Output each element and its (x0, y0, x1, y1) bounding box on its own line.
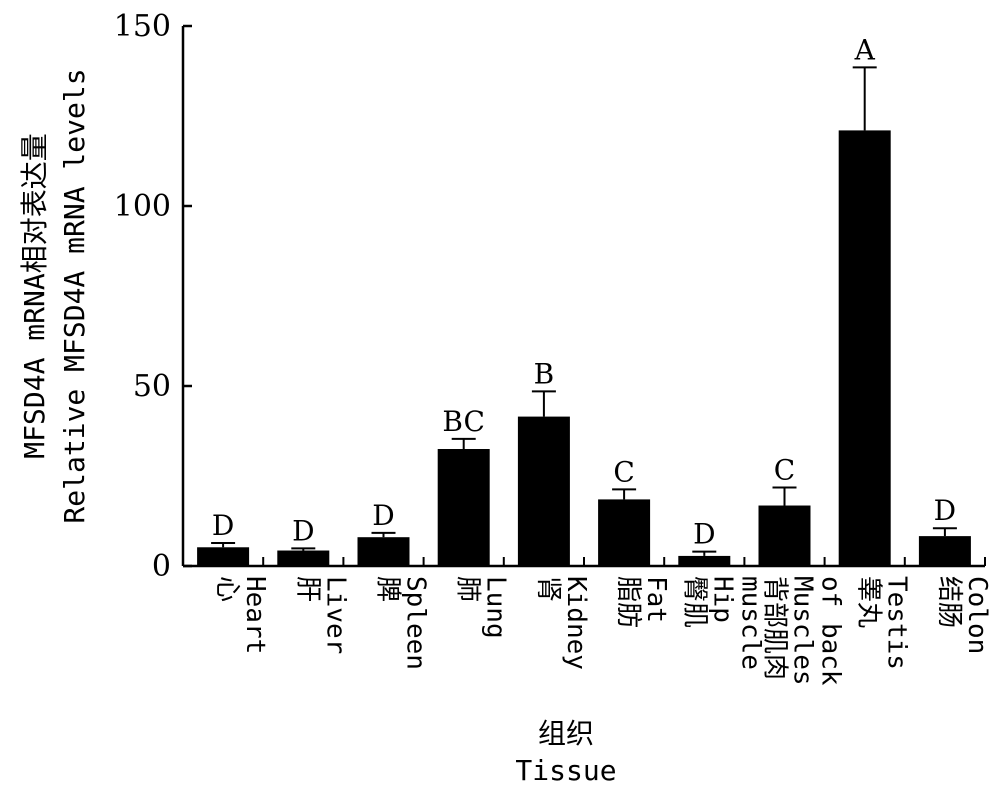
x-tick-label: Liver (320, 576, 350, 654)
x-tick-label: Muscles (788, 576, 818, 686)
x-tick-label: 肺 (453, 576, 483, 602)
bar (357, 537, 410, 566)
plot-area: 050100150D心HeartD肝LiverD脾SpleenBC肺LungB肾… (114, 9, 992, 686)
x-tick-label: 脂肪 (613, 576, 643, 628)
x-tick-label: 脾 (373, 576, 403, 602)
significance-label: D (372, 499, 394, 532)
x-tick-label: Kidney (561, 576, 591, 670)
x-tick-label: Spleen (401, 576, 431, 670)
x-tick-label: 臀肌 (679, 576, 709, 628)
significance-label: B (534, 357, 555, 390)
bar (918, 536, 971, 566)
bar (277, 550, 330, 566)
x-tick-label: Colon (962, 576, 992, 654)
bar (437, 449, 490, 566)
y-axis-title-en: Relative MFSD4A mRNA levels (58, 68, 91, 523)
bar (758, 505, 811, 566)
y-tick-label: 150 (114, 9, 171, 44)
x-tick-label: 心 (212, 576, 242, 602)
x-tick-label: Fat (641, 576, 671, 623)
x-tick-label: Heart (240, 576, 270, 654)
x-tick-label: muscle (735, 576, 765, 670)
x-tick-label: of back (816, 576, 846, 686)
bar (598, 499, 651, 566)
bar (838, 130, 891, 566)
x-axis-title-en: Tissue (515, 754, 616, 787)
significance-label: C (613, 455, 634, 488)
bar (197, 547, 250, 566)
bar (517, 416, 570, 566)
significance-label: D (212, 509, 234, 542)
significance-label: D (292, 514, 314, 547)
x-tick-label: 睾丸 (854, 576, 884, 628)
x-tick-label: Hip (707, 576, 737, 623)
y-tick-label: 100 (114, 189, 171, 224)
x-tick-label: 结肠 (934, 576, 964, 628)
x-tick-label: Lung (481, 576, 511, 639)
x-tick-label: 肝 (292, 576, 322, 602)
bar (678, 555, 731, 566)
x-tick-label: 肾 (533, 576, 563, 602)
significance-label: A (854, 33, 876, 66)
significance-label: D (934, 494, 956, 527)
y-tick-label: 0 (152, 549, 171, 584)
y-tick-label: 50 (133, 369, 171, 404)
x-tick-label: 背部肌肉 (760, 576, 790, 680)
significance-label: D (693, 518, 715, 551)
x-tick-label: Testis (882, 576, 912, 670)
y-axis-title-cn: MFSD4A mRNA相对表达量 (18, 133, 51, 458)
x-axis-title-cn: 组织 (538, 717, 594, 750)
significance-label: BC (442, 405, 485, 438)
significance-label: C (774, 454, 795, 487)
